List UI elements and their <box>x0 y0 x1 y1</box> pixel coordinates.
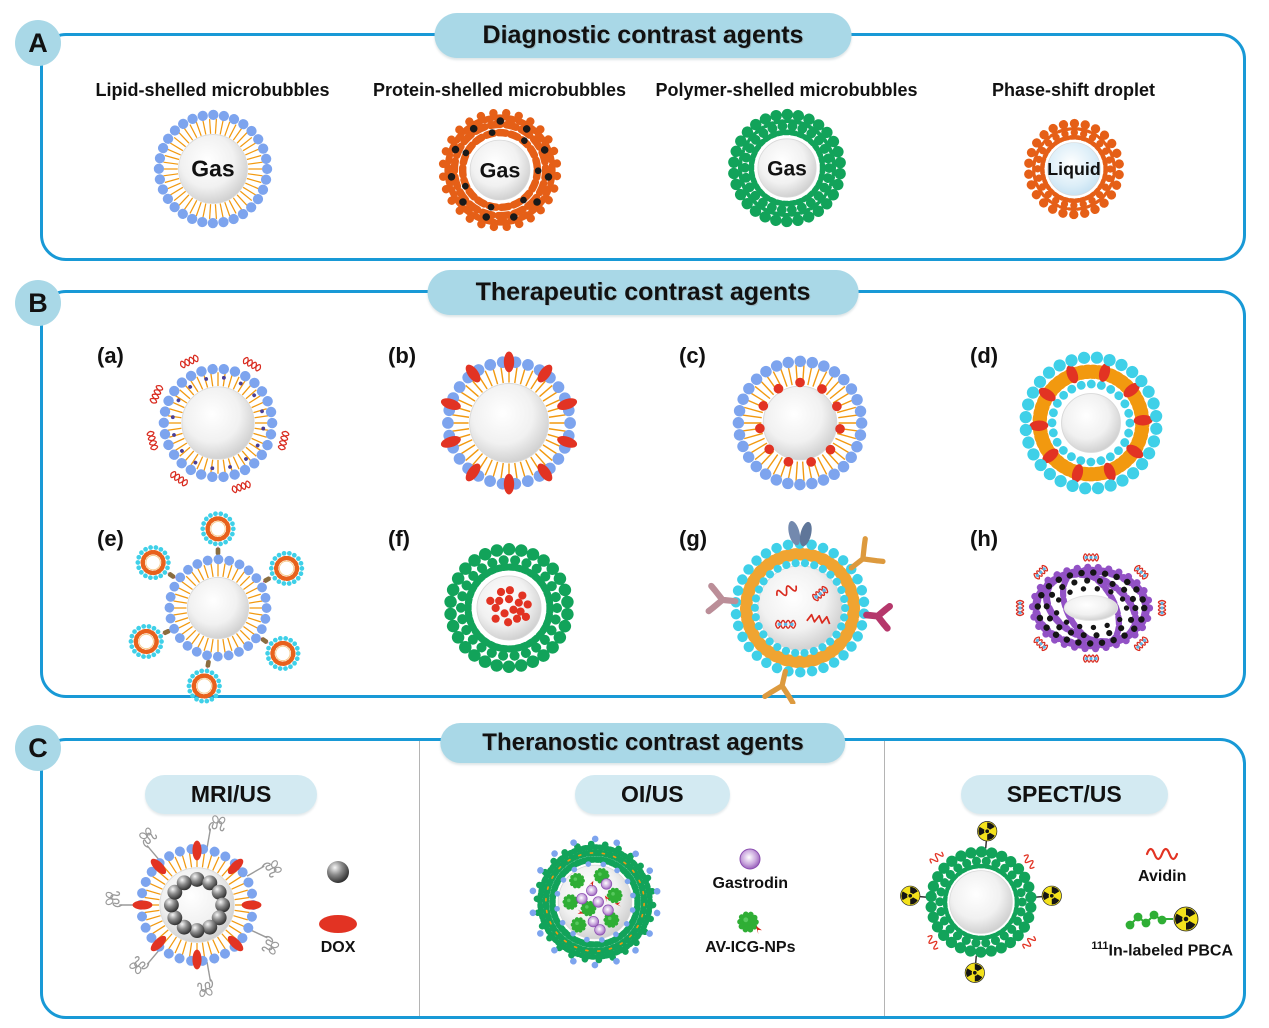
panel-c-title: Theranostic contrast agents <box>440 723 846 763</box>
av-icg-nps-label: AV-ICG-NPs <box>705 939 796 956</box>
phase-shift-droplet-figure: Liquid <box>1023 118 1124 220</box>
targeted-gene-microbubble-figure <box>705 520 893 704</box>
therapeutic-item-c: (c) <box>643 323 934 523</box>
gastrodin-label: Gastrodin <box>712 875 789 892</box>
drug-shell-microbubble-figure <box>440 351 577 495</box>
therapeutic-item-h: (h) <box>934 506 1225 691</box>
item-e-label: (e) <box>97 526 124 551</box>
magnetic-nanoparticle-icon <box>327 861 350 883</box>
gas-core-label: Gas <box>479 157 520 182</box>
mri-us-header: MRI/US <box>144 775 318 814</box>
therapeutic-item-a: (a) <box>61 323 352 523</box>
therapeutic-item-d: (d) <box>934 323 1225 523</box>
gas-core-label: Gas <box>767 157 807 180</box>
spect-us-header: SPECT/US <box>960 775 1168 814</box>
panel-therapeutic: Therapeutic contrast agents (a) (b) (c) … <box>40 270 1246 704</box>
polymer-drug-microbubble-figure <box>443 542 574 673</box>
polymer-microbubble-label: Polymer-shelled microbubbles <box>655 80 918 100</box>
mri-us-legend: DOX <box>316 859 360 957</box>
phase-shift-droplet-label: Phase-shift droplet <box>991 80 1156 100</box>
item-b-label: (b) <box>388 343 417 368</box>
gastrodin-icon <box>739 848 761 870</box>
dna-coated-polymer-bubble-figure <box>1015 552 1166 663</box>
lipid-microbubble-item: Lipid-shelled microbubbles Gas <box>69 80 356 253</box>
lipid-microbubble-figure: Gas <box>153 109 272 229</box>
mri-us-body: DOX <box>43 815 419 1000</box>
oi-us-body: Gastrodin AV-ICG-NPs <box>420 816 884 988</box>
avidin-icon <box>1146 847 1179 860</box>
item-a-label: (a) <box>97 343 124 368</box>
gas-core-label: Gas <box>191 155 234 181</box>
therapeutic-item-g: (g) <box>643 506 934 704</box>
therapeutic-item-e: (e) <box>61 506 352 704</box>
in111-pbca-icon <box>1125 906 1199 932</box>
panel-theranostic: Theranostic contrast agents MRI/US DOX O… <box>40 723 1246 1019</box>
dox-icon <box>319 915 358 933</box>
therapeutic-row-1: (a) (b) (c) (d) <box>61 323 1225 523</box>
oi-us-header: OI/US <box>574 775 730 814</box>
item-f-label: (f) <box>388 526 410 551</box>
panel-diagnostic: Diagnostic contrast agents Lipid-shelled… <box>40 13 1246 261</box>
therapeutic-row-2: (e) (f) (g) (h) <box>61 506 1225 704</box>
double-emulsion-microbubble-figure <box>1018 351 1163 495</box>
panel-c-badge: C <box>15 725 61 771</box>
theranostic-sections: MRI/US DOX OI/US Gastrodin <box>43 741 1243 1016</box>
diagnostic-agent-row: Lipid-shelled microbubbles Gas Protein-s… <box>43 36 1243 253</box>
in111-superscript: 111 <box>1091 939 1109 952</box>
lipid-microbubble-label: Lipid-shelled microbubbles <box>95 80 330 100</box>
panel-b-badge: B <box>15 280 61 326</box>
oi-us-legend: Gastrodin AV-ICG-NPs <box>705 847 795 957</box>
item-g-label: (g) <box>679 526 708 551</box>
avidin-label: Avidin <box>1138 867 1187 885</box>
section-mri-us: MRI/US DOX <box>43 741 421 1016</box>
panel-a-badge: A <box>15 20 61 66</box>
in111-pbca-label: 111In-labeled PBCA <box>1091 940 1233 960</box>
av-icg-nps-icon <box>737 911 763 935</box>
item-c-label: (c) <box>679 343 706 368</box>
therapeutic-item-b: (b) <box>352 323 643 523</box>
panel-b-title: Therapeutic contrast agents <box>427 270 859 315</box>
spect-us-body: Avidin 111In-labeled PBCA <box>885 816 1243 988</box>
liposome-loaded-microbubble-figure <box>128 510 304 704</box>
spect-us-microbubble-figure <box>900 821 1063 983</box>
spect-us-legend: Avidin 111In-labeled PBCA <box>1091 844 1233 960</box>
section-spect-us: SPECT/US Avidin 111In-labeled PBCA <box>885 741 1243 1016</box>
gene-loaded-microbubble-figure <box>146 354 289 494</box>
panel-a-title: Diagnostic contrast agents <box>434 13 852 58</box>
liquid-core-label: Liquid <box>1047 159 1100 179</box>
protein-microbubble-figure: Gas <box>438 108 561 232</box>
in111-pbca-text: In-labeled PBCA <box>1108 942 1233 960</box>
protein-microbubble-label: Protein-shelled microbubbles <box>372 80 627 100</box>
protein-microbubble-item: Protein-shelled microbubbles Gas <box>356 80 643 253</box>
phase-shift-droplet-item: Phase-shift droplet Liquid <box>930 80 1217 253</box>
item-d-label: (d) <box>970 343 999 368</box>
item-h-label: (h) <box>970 526 999 551</box>
polymer-microbubble-item: Polymer-shelled microbubbles Gas <box>643 80 930 253</box>
oi-us-microbubble-figure <box>528 835 662 969</box>
therapeutic-item-f: (f) <box>352 506 643 691</box>
polymer-microbubble-figure: Gas <box>727 108 846 228</box>
mri-us-microbubble-figure <box>105 815 282 997</box>
dox-label: DOX <box>320 939 356 956</box>
drug-interior-microbubble-figure <box>732 355 867 491</box>
section-oi-us: OI/US Gastrodin AV-ICG-NPs <box>420 741 886 1016</box>
